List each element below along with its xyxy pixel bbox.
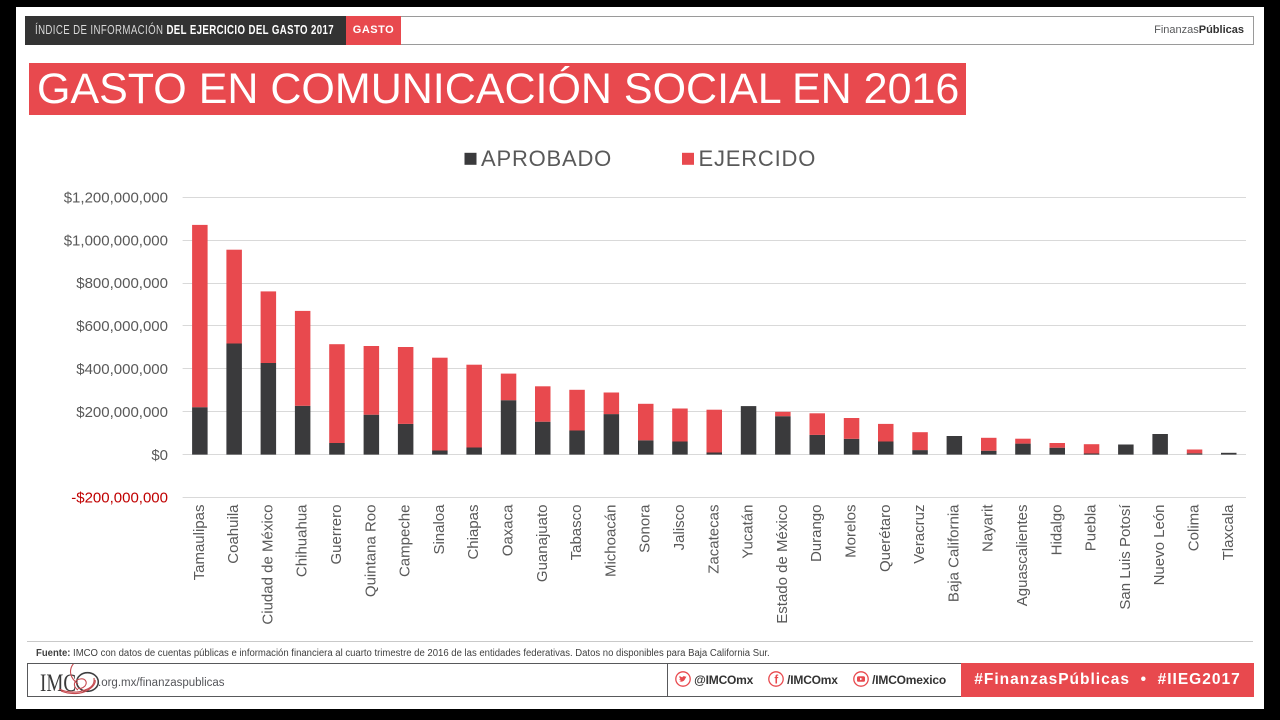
svg-text:Estado de México: Estado de México	[774, 505, 791, 624]
svg-text:Coahuila: Coahuila	[225, 504, 242, 564]
svg-text:Sonora: Sonora	[637, 504, 654, 553]
svg-text:$400,000,000: $400,000,000	[76, 361, 168, 378]
svg-text:Yucatán: Yucatán	[740, 505, 757, 559]
svg-text:Quintana Roo: Quintana Roo	[362, 505, 379, 598]
svg-text:Zacatecas: Zacatecas	[705, 505, 722, 574]
svg-text:f: f	[774, 674, 778, 686]
svg-text:Querétaro: Querétaro	[877, 505, 894, 573]
svg-text:$600,000,000: $600,000,000	[76, 318, 168, 335]
svg-text:Durango: Durango	[808, 505, 825, 563]
svg-text:Baja California: Baja California	[945, 504, 962, 602]
svg-text:-$200,000,000: -$200,000,000	[71, 490, 168, 507]
svg-text:Jalisco: Jalisco	[671, 505, 688, 551]
svg-text:Puebla: Puebla	[1083, 504, 1100, 551]
svg-text:Tabasco: Tabasco	[568, 505, 585, 561]
svg-text:Michoacán: Michoacán	[602, 505, 619, 578]
svg-text:San Luis Potosí: San Luis Potosí	[1117, 504, 1134, 610]
svg-text:Tlaxcala: Tlaxcala	[1220, 504, 1237, 561]
svg-text:$200,000,000: $200,000,000	[76, 404, 168, 421]
svg-text:Campeche: Campeche	[397, 505, 414, 578]
svg-text:Oaxaca: Oaxaca	[500, 504, 517, 556]
svg-text:Guanajuato: Guanajuato	[534, 505, 551, 583]
svg-text:Nayarit: Nayarit	[980, 504, 997, 552]
svg-text:Tamaulipas: Tamaulipas	[191, 505, 208, 581]
svg-text:$0: $0	[151, 447, 168, 464]
svg-text:Colima: Colima	[1186, 504, 1203, 551]
svg-text:$800,000,000: $800,000,000	[76, 275, 168, 292]
svg-text:Chihuahua: Chihuahua	[294, 504, 311, 577]
svg-text:APROBADO: APROBADO	[481, 146, 612, 171]
svg-text:Aguascalientes: Aguascalientes	[1014, 505, 1031, 607]
svg-text:Hidalgo: Hidalgo	[1048, 505, 1065, 556]
svg-text:Morelos: Morelos	[843, 505, 860, 558]
svg-text:Chiapas: Chiapas	[465, 505, 482, 560]
svg-text:EJERCIDO: EJERCIDO	[699, 146, 817, 171]
svg-text:Ciudad de México: Ciudad de México	[259, 505, 276, 625]
svg-text:Veracruz: Veracruz	[911, 505, 928, 564]
svg-text:$1,200,000,000: $1,200,000,000	[64, 189, 168, 206]
svg-text:Nuevo León: Nuevo León	[1151, 505, 1168, 586]
svg-text:$1,000,000,000: $1,000,000,000	[64, 232, 168, 249]
svg-text:Sinaloa: Sinaloa	[431, 504, 448, 555]
svg-text:Guerrero: Guerrero	[328, 505, 345, 565]
